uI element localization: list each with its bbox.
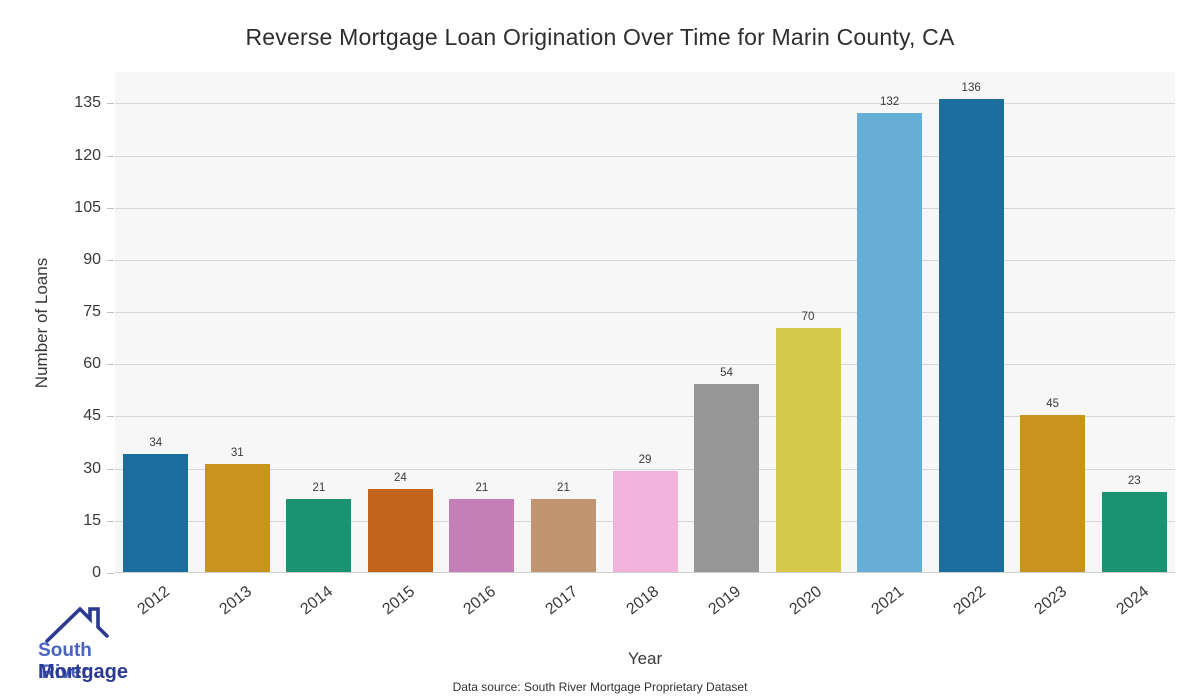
y-tick-label-75: 75 bbox=[83, 303, 101, 321]
x-tick-label-2018: 2018 bbox=[623, 583, 663, 619]
y-tick-label-15: 15 bbox=[83, 511, 101, 529]
gridline-y-105 bbox=[115, 207, 1175, 209]
value-label-2017: 21 bbox=[557, 481, 570, 494]
y-tick-mark-45 bbox=[107, 416, 114, 418]
gridline-y-75 bbox=[115, 312, 1175, 314]
chart-title: Reverse Mortgage Loan Origination Over T… bbox=[245, 24, 955, 50]
y-tick-mark-105 bbox=[107, 207, 114, 209]
value-label-2014: 21 bbox=[312, 481, 326, 494]
bar-2016 bbox=[449, 498, 515, 572]
y-tick-label-135: 135 bbox=[74, 94, 101, 112]
bar-2013 bbox=[204, 464, 270, 572]
y-tick-mark-60 bbox=[107, 364, 114, 366]
x-tick-label-2023: 2023 bbox=[1031, 583, 1071, 619]
y-tick-mark-0 bbox=[107, 573, 114, 574]
company-logo: South River Mortgage bbox=[14, 600, 144, 696]
data-source-note: Data source: South River Mortgage Propri… bbox=[452, 680, 748, 694]
y-tick-mark-135 bbox=[107, 103, 114, 105]
x-tick-label-2012: 2012 bbox=[134, 583, 174, 619]
y-tick-mark-120 bbox=[107, 155, 114, 157]
x-tick-label-2013: 2013 bbox=[216, 583, 255, 619]
x-tick-label-2014: 2014 bbox=[297, 583, 337, 619]
gridline-y-60 bbox=[115, 364, 1175, 366]
bar-2022 bbox=[938, 98, 1004, 572]
x-tick-label-2022: 2022 bbox=[950, 583, 989, 619]
y-tick-label-0: 0 bbox=[92, 564, 101, 581]
x-tick-label-2015: 2015 bbox=[379, 583, 418, 619]
value-label-2024: 23 bbox=[1127, 474, 1141, 487]
value-label-2012: 34 bbox=[149, 436, 163, 449]
plot-area bbox=[115, 72, 1175, 573]
y-tick-mark-75 bbox=[107, 312, 114, 314]
x-tick-label-2016: 2016 bbox=[460, 583, 500, 619]
value-label-2018: 29 bbox=[638, 454, 652, 467]
x-tick-label-2020: 2020 bbox=[787, 583, 826, 619]
y-tick-mark-30 bbox=[107, 468, 114, 470]
value-label-2023: 45 bbox=[1046, 398, 1060, 411]
bar-2024 bbox=[1101, 491, 1167, 572]
value-label-2021: 132 bbox=[880, 95, 900, 108]
bar-2012 bbox=[123, 453, 189, 572]
bar-2019 bbox=[694, 384, 760, 572]
value-label-2019: 54 bbox=[720, 367, 733, 380]
value-label-2015: 24 bbox=[393, 471, 407, 484]
value-label-2020: 70 bbox=[801, 311, 815, 324]
bar-2020 bbox=[775, 328, 841, 572]
bar-2018 bbox=[612, 471, 678, 572]
logo-text-mortgage: Mortgage bbox=[38, 661, 128, 683]
x-tick-label-2021: 2021 bbox=[868, 583, 908, 619]
y-tick-label-30: 30 bbox=[83, 459, 101, 477]
y-tick-mark-90 bbox=[107, 259, 114, 261]
value-label-2016: 21 bbox=[475, 481, 489, 494]
x-tick-label-2019: 2019 bbox=[705, 583, 744, 619]
y-tick-label-90: 90 bbox=[83, 250, 101, 268]
y-tick-label-105: 105 bbox=[74, 198, 101, 216]
house-roof-icon bbox=[45, 606, 109, 643]
value-label-2013: 31 bbox=[230, 447, 244, 460]
bar-2021 bbox=[857, 112, 923, 572]
bar-2014 bbox=[286, 498, 352, 572]
x-tick-label-2017: 2017 bbox=[542, 583, 581, 619]
gridline-y-45 bbox=[115, 416, 1175, 418]
x-tick-label-2024: 2024 bbox=[1113, 583, 1152, 619]
y-tick-label-60: 60 bbox=[83, 355, 101, 373]
gridline-y-120 bbox=[115, 155, 1175, 157]
bar-2017 bbox=[530, 498, 596, 572]
y-tick-label-45: 45 bbox=[83, 407, 101, 425]
bar-2015 bbox=[367, 488, 433, 572]
gridline-y-30 bbox=[115, 468, 1175, 470]
x-axis-label: Year bbox=[627, 649, 663, 668]
logo-text-south-river: South River bbox=[38, 640, 92, 683]
gridline-y-135 bbox=[115, 103, 1175, 105]
gridline-y-90 bbox=[115, 259, 1175, 261]
value-label-2022: 136 bbox=[961, 81, 981, 94]
y-tick-label-120: 120 bbox=[74, 146, 101, 164]
bar-2023 bbox=[1020, 415, 1086, 572]
y-tick-mark-15 bbox=[107, 520, 114, 522]
